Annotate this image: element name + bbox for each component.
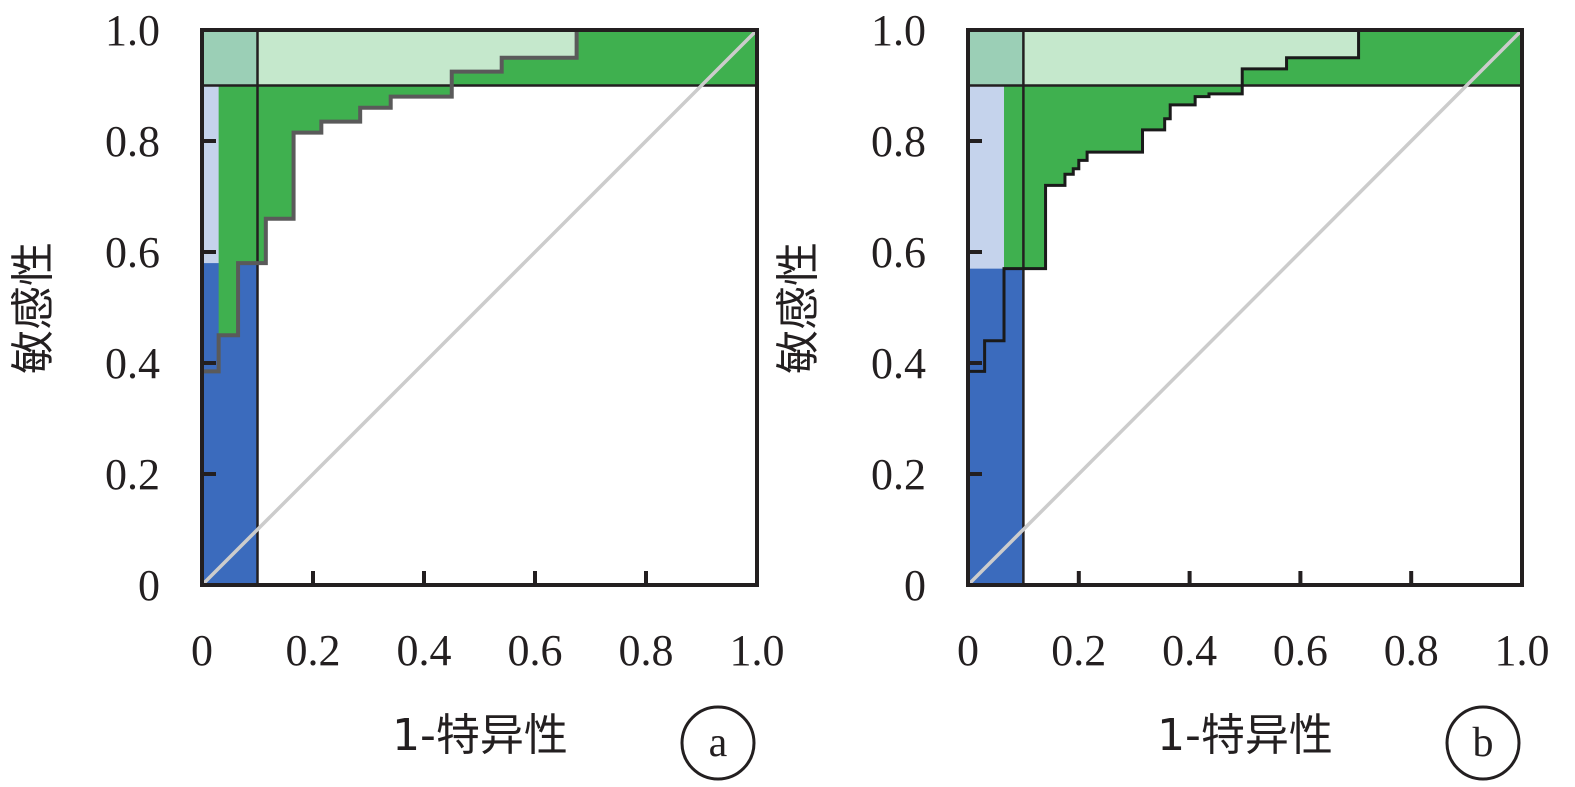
chart-a-x-tick-label: 0.4: [397, 626, 452, 675]
chart-b-y-axis-title: 敏感性: [773, 242, 824, 374]
chart-b-y-tick-label: 0: [904, 561, 926, 610]
chart-a-sensitivity-area-under-roc: [218, 30, 757, 336]
chart-a-plot-frame: [200, 28, 759, 587]
chart-a-x-tick-label: 0.6: [508, 626, 563, 675]
chart-a-x-tick-label: 1.0: [730, 626, 785, 675]
chart-a-x-tick-label: 0: [191, 626, 213, 675]
chart-a-y-tick-label: 0.8: [105, 117, 160, 166]
chart-b-y-tick-label: 1.0: [871, 6, 926, 55]
chart-a-panel-label: a: [709, 720, 728, 766]
chart-b-roc-curve: [968, 30, 1361, 373]
chart-a-y-tick-label: 1.0: [105, 6, 160, 55]
chart-a-panel-label-circle: [680, 705, 756, 781]
chart-b-panel-label: b: [1473, 720, 1494, 766]
chart-a-y-tick-label: 0.6: [105, 228, 160, 277]
chart-b-x-tick-label: 0: [957, 626, 979, 675]
chart-b-x-tick-label: 0.8: [1384, 626, 1439, 675]
chart-b-sensitivity-area-under-roc: [1004, 30, 1522, 269]
chart-a-x-axis-title: 1-特异性: [392, 710, 568, 761]
chart-a-x-tick-label: 0.2: [286, 626, 341, 675]
chart-b-y-tick-label: 0.6: [871, 228, 926, 277]
chart-b-plot-frame: [966, 28, 1524, 587]
chart-b-y-tick-label: 0.2: [871, 450, 926, 499]
chart-a-roc-curve: [202, 30, 579, 374]
chart-a-y-tick-label: 0.2: [105, 450, 160, 499]
chart-b-y-tick-label: 0.8: [871, 117, 926, 166]
chart-b-reference-diagonal: [966, 28, 1524, 587]
chart-b-x-tick-label: 0.4: [1162, 626, 1217, 675]
chart-a-y-axis-title: 敏感性: [8, 242, 59, 374]
chart-b-panel: 0 0.2 0.4 0.6 0.8 1.0 0 0.2 0.4 0.6 0.8 1.0 1-特异性 敏感性…: [773, 6, 1550, 781]
chart-b-x-tick-label: 0.2: [1051, 626, 1106, 675]
chart-a-x-tick-label: 0.8: [619, 626, 674, 675]
chart-a-overlap-region: [202, 30, 258, 86]
chart-b-x-axis-title: 1-特异性: [1157, 710, 1333, 761]
chart-b-x-tick-label: 0.6: [1273, 626, 1328, 675]
chart-b-y-tick-label: 0.4: [871, 339, 926, 388]
chart-a-reference-diagonal: [200, 28, 759, 587]
chart-b-overlap-region: [968, 30, 1024, 86]
chart-b-specificity-area-under-roc: [968, 268, 1024, 585]
chart-b-panel-label-circle: [1445, 705, 1521, 781]
chart-a-panel: 0 0.2 0.4 0.6 0.8 1.0 0 0.2 0.4 0.6 0.8 1.0 1-特异性 敏感性…: [8, 6, 785, 781]
chart-a-y-tick-label: 0: [138, 561, 160, 610]
chart-b-x-tick-label: 1.0: [1495, 626, 1550, 675]
chart-a-y-tick-label: 0.4: [105, 339, 160, 388]
